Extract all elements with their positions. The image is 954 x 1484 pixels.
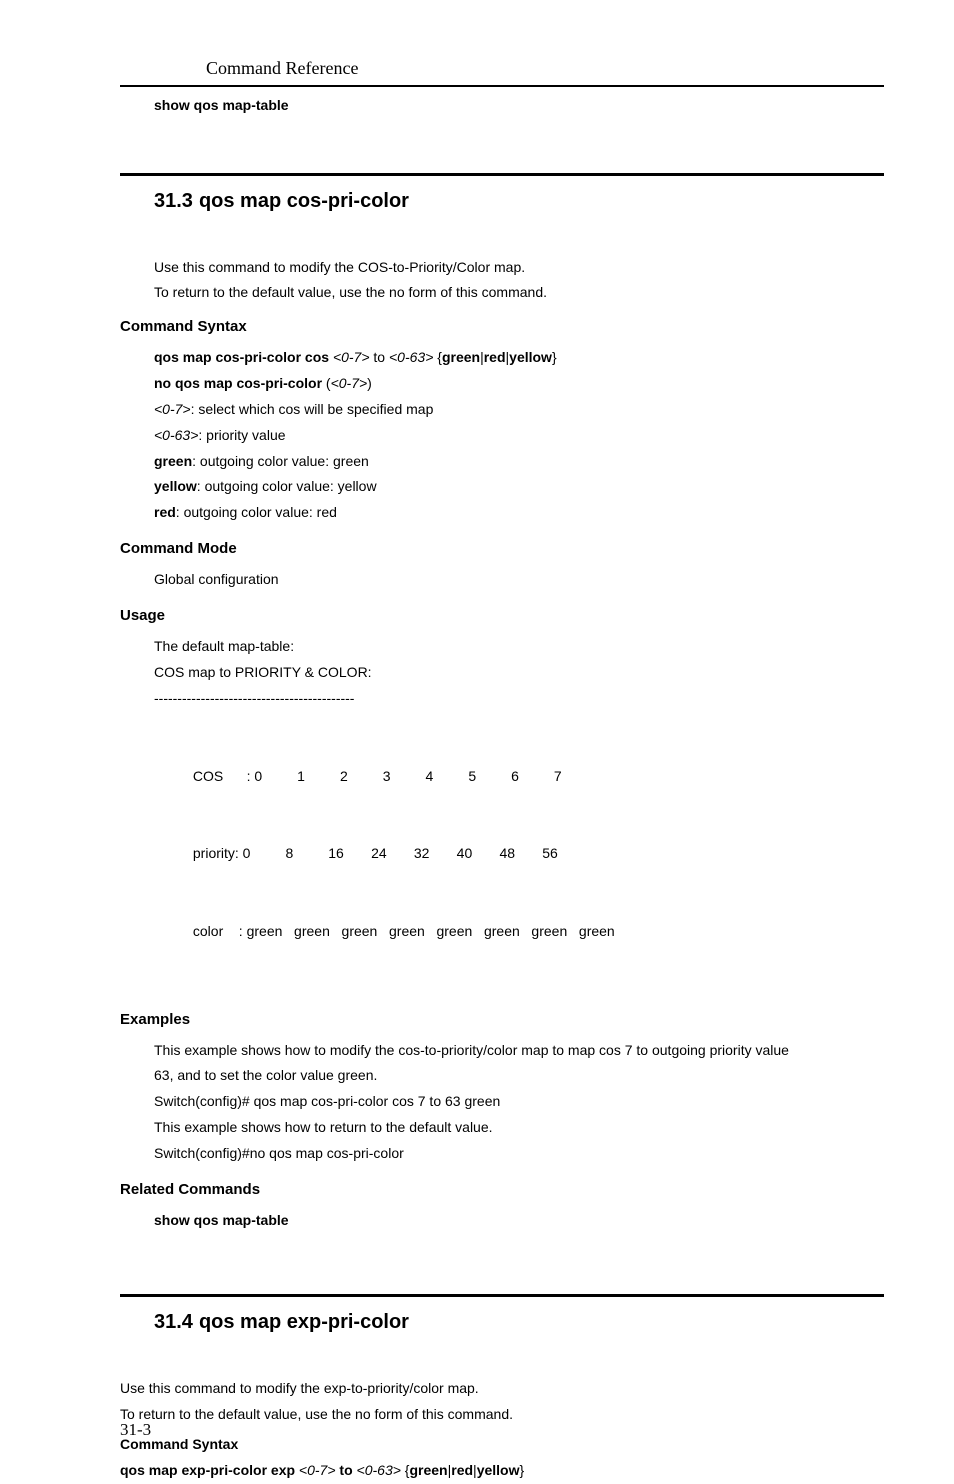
syntax-to: to — [339, 1462, 352, 1478]
command-syntax-block-313: qos map cos-pri-color cos <0-7> to <0-63… — [154, 345, 884, 526]
syntax-cmd: qos map cos-pri-color cos — [154, 349, 329, 365]
command-mode-value: Global configuration — [154, 567, 884, 593]
usage-heading: Usage — [120, 607, 884, 624]
syntax-paren: ) — [367, 375, 372, 391]
syntax-green: green — [409, 1462, 447, 1478]
syntax-txt: : select which cos will be specified map — [191, 401, 434, 417]
syntax-line: no qos map cos-pri-color (<0-7>) — [154, 371, 884, 397]
syntax-red-lbl: red — [154, 504, 176, 520]
syntax-arg: <0-63> — [154, 427, 198, 443]
usage-map-table: COS : 0 1 2 3 4 5 6 7 priority: 0 8 16 2… — [154, 712, 884, 997]
page-number: 31-3 — [120, 1420, 151, 1440]
syntax-txt: : outgoing color value: yellow — [197, 478, 377, 494]
map-row-priority: priority: 0 8 16 24 32 40 48 56 — [154, 841, 884, 867]
syntax-brace: } — [552, 349, 557, 365]
section-number-313: 31.3 — [154, 190, 193, 212]
syntax-no-cmd: no qos map cos-pri-color — [154, 375, 322, 391]
example-line: Switch(config)#no qos map cos-pri-color — [154, 1141, 884, 1167]
syntax-txt: : outgoing color value: green — [192, 453, 369, 469]
related-command: show qos map-table — [154, 1208, 884, 1234]
command-syntax-heading: Command Syntax — [120, 318, 884, 335]
syntax-paren: ( — [322, 375, 331, 391]
map-row-cos: COS : 0 1 2 3 4 5 6 7 — [154, 764, 884, 790]
syntax-cmd: qos map exp-pri-color exp — [120, 1462, 295, 1478]
page-container: Command Reference show qos map-table 31.… — [0, 0, 954, 1484]
section-number-314: 31.4 — [154, 1311, 193, 1333]
intro-line: To return to the default value, use the … — [154, 280, 884, 305]
command-mode-heading: Command Mode — [120, 540, 884, 557]
usage-line: COS map to PRIORITY & COLOR: — [154, 660, 884, 686]
syntax-desc: yellow: outgoing color value: yellow — [154, 474, 884, 500]
syntax-arg: <0-7> — [154, 401, 191, 417]
syntax-arg: <0-7> — [295, 1462, 339, 1478]
top-related-command: show qos map-table — [154, 97, 884, 113]
syntax-to: to — [373, 349, 389, 365]
intro-line: Use this command to modify the COS-to-Pr… — [154, 255, 884, 280]
syntax-desc: <0-7>: select which cos will be specifie… — [154, 397, 884, 423]
section-rule-313 — [120, 173, 884, 176]
syntax-line-314: qos map exp-pri-color exp <0-7> to <0-63… — [120, 1458, 884, 1484]
syntax-arg: <0-7> — [331, 375, 368, 391]
syntax-arg: <0-7> — [333, 349, 370, 365]
syntax-txt: : priority value — [198, 427, 285, 443]
syntax-desc: red: outgoing color value: red — [154, 500, 884, 526]
section-title-313: qos map cos-pri-color — [199, 190, 409, 212]
syntax-green-lbl: green — [154, 453, 192, 469]
related-heading: Related Commands — [120, 1181, 884, 1198]
usage-dashes: ----------------------------------------… — [154, 686, 884, 712]
syntax-red: red — [484, 349, 506, 365]
syntax-desc: <0-63>: priority value — [154, 423, 884, 449]
header-rule — [120, 85, 884, 87]
command-syntax-heading-314: Command Syntax — [120, 1432, 884, 1458]
running-head: Command Reference — [206, 58, 884, 79]
usage-line: The default map-table: — [154, 634, 884, 660]
usage-block: The default map-table: COS map to PRIORI… — [154, 634, 884, 712]
syntax-yellow: yellow — [477, 1462, 520, 1478]
syntax-green: green — [442, 349, 480, 365]
syntax-line: qos map cos-pri-color cos <0-7> to <0-63… — [154, 345, 884, 371]
section-heading-313: 31.3 qos map cos-pri-color — [154, 190, 884, 213]
syntax-yellow: yellow — [509, 349, 552, 365]
intro-line: Use this command to modify the exp-to-pr… — [120, 1376, 884, 1402]
example-line: 63, and to set the color value green. — [154, 1063, 884, 1089]
syntax-yellow-lbl: yellow — [154, 478, 197, 494]
section-intro-313: Use this command to modify the COS-to-Pr… — [154, 255, 884, 304]
syntax-arg: <0-63> — [353, 1462, 405, 1478]
example-line: Switch(config)# qos map cos-pri-color co… — [154, 1089, 884, 1115]
syntax-arg: <0-63> — [389, 349, 433, 365]
syntax-brace: } — [519, 1462, 524, 1478]
map-row-color: color : green green green green green gr… — [154, 919, 884, 945]
section-314-body: Use this command to modify the exp-to-pr… — [120, 1376, 884, 1484]
intro-line: To return to the default value, use the … — [120, 1402, 884, 1428]
section-title-314: qos map exp-pri-color — [199, 1311, 409, 1333]
section-heading-314: 31.4 qos map exp-pri-color — [154, 1311, 884, 1334]
example-line: This example shows how to return to the … — [154, 1115, 884, 1141]
examples-block: This example shows how to modify the cos… — [154, 1038, 884, 1167]
syntax-desc: green: outgoing color value: green — [154, 449, 884, 475]
examples-heading: Examples — [120, 1011, 884, 1028]
syntax-red: red — [451, 1462, 473, 1478]
example-line: This example shows how to modify the cos… — [154, 1038, 884, 1064]
syntax-txt: : outgoing color value: red — [176, 504, 337, 520]
section-rule-314 — [120, 1294, 884, 1297]
